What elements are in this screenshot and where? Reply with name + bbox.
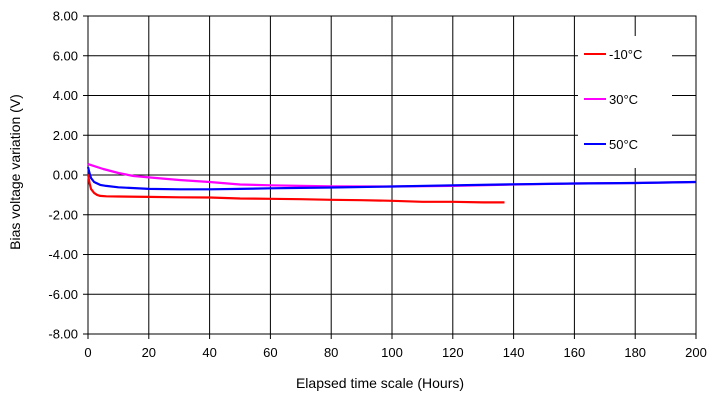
legend-label: -10°C <box>609 47 642 62</box>
x-tick-label: 40 <box>202 345 216 360</box>
x-tick-label: 100 <box>381 345 403 360</box>
y-tick-label: 2.00 <box>53 128 78 143</box>
series-line <box>86 166 697 191</box>
legend-box <box>578 36 672 168</box>
x-tick-label: 140 <box>503 345 525 360</box>
x-axis-label: Elapsed time scale (Hours) <box>296 375 464 391</box>
x-tick-label: 20 <box>142 345 156 360</box>
y-tick-label: 4.00 <box>53 88 78 103</box>
x-tick-label: 60 <box>263 345 277 360</box>
series-line <box>86 173 505 204</box>
y-tick-label: -8.00 <box>48 327 78 342</box>
x-tick-label: 180 <box>624 345 646 360</box>
x-tick-label: 200 <box>685 345 707 360</box>
x-tick-label: 160 <box>564 345 586 360</box>
y-axis: 8.00 6.00 4.00 2.00 0.00 -2.00 -4.00 -6.00 -8.00 <box>48 9 88 342</box>
y-tick-label: 0.00 <box>53 168 78 183</box>
x-tick-label: 80 <box>324 345 338 360</box>
y-tick-label: 6.00 <box>53 48 78 63</box>
legend: -10°C 30°C 50°C <box>578 36 672 168</box>
y-tick-label: -6.00 <box>48 287 78 302</box>
legend-label: 50°C <box>609 137 638 152</box>
series-lines <box>86 163 697 204</box>
y-axis-label: Bias voltage variation (V) <box>7 94 23 250</box>
x-tick-label: 0 <box>84 345 91 360</box>
x-tick-label: 120 <box>442 345 464 360</box>
y-tick-label: 8.00 <box>53 9 78 24</box>
y-tick-label: -4.00 <box>48 247 78 262</box>
legend-label: 30°C <box>609 92 638 107</box>
y-tick-label: -2.00 <box>48 207 78 222</box>
x-axis: 0 20 40 60 80 100 120 140 160 180 200 <box>84 334 707 360</box>
